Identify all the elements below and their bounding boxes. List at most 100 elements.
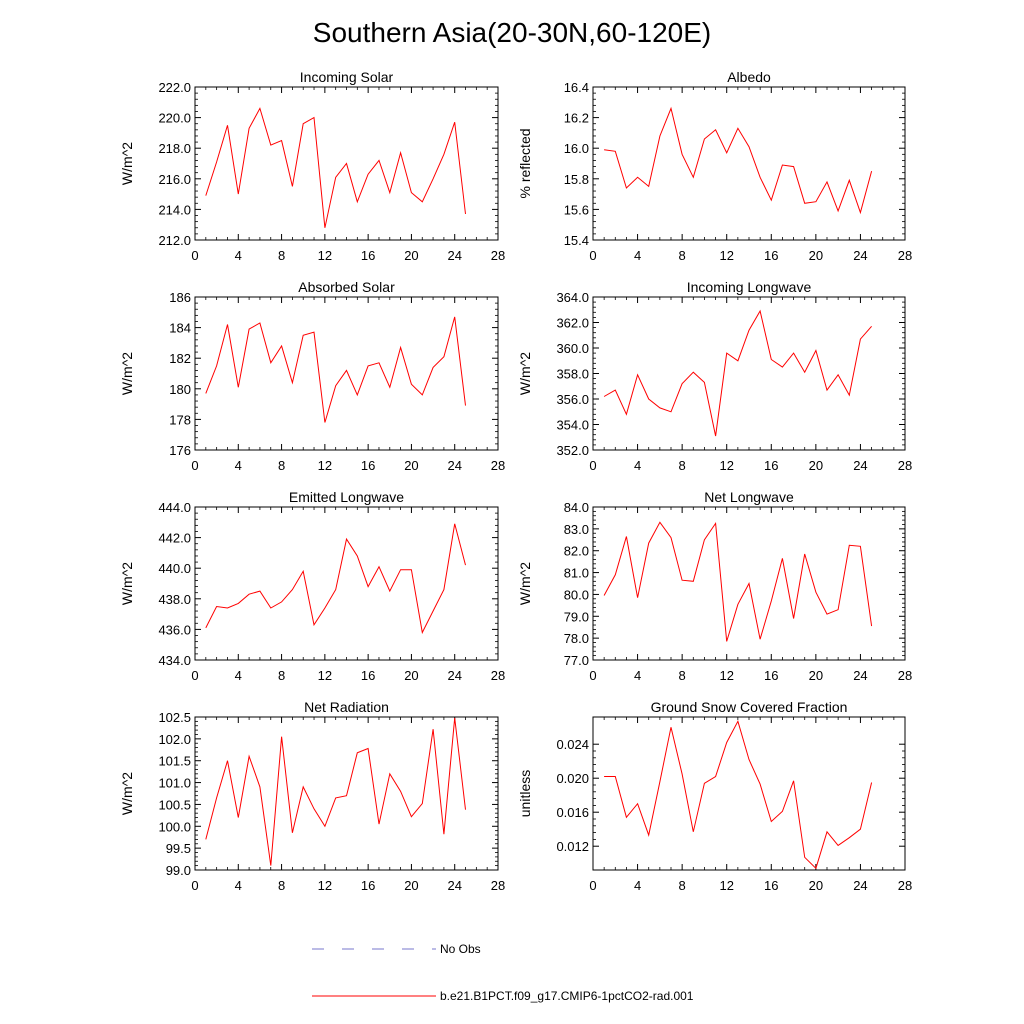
panel-net-longwave: Net Longwave 0 4 8 12 16 20 24 28 77.0 78.0 79.0 80.… — [517, 489, 912, 683]
panel-ground-snow-covered-fraction: Ground Snow Covered Fraction 0 4 8 12 16 20 24 2… — [517, 699, 912, 893]
net-longwave-xtick-label: 28 — [898, 668, 912, 683]
incoming-solar-xtick-label: 0 — [191, 248, 198, 263]
incoming-longwave-ytick-label: 362.0 — [556, 316, 589, 331]
incoming-longwave-xtick-label: 8 — [679, 458, 686, 473]
incoming-solar-xtick-label: 20 — [404, 248, 418, 263]
ground-snow-covered-fraction-ytick-label: 0.012 — [556, 839, 589, 854]
incoming-solar-xtick-label: 28 — [491, 248, 505, 263]
net-radiation-xtick-label: 12 — [318, 878, 332, 893]
incoming-longwave-ytick-label: 356.0 — [556, 392, 589, 407]
net-radiation-ytick-label: 101.5 — [158, 754, 191, 769]
emitted-longwave-xtick-label: 28 — [491, 668, 505, 683]
net-longwave-ytick-label: 82.0 — [564, 544, 589, 559]
ground-snow-covered-fraction-xtick-label: 24 — [853, 878, 867, 893]
albedo-xtick-label: 4 — [634, 248, 641, 263]
net-radiation-title: Net Radiation — [304, 699, 389, 715]
incoming-solar-title: Incoming Solar — [300, 69, 394, 85]
incoming-longwave-ytick-label: 354.0 — [556, 418, 589, 433]
ground-snow-covered-fraction-xtick-label: 0 — [589, 878, 596, 893]
absorbed-solar-ylabel: W/m^2 — [119, 352, 135, 395]
net-radiation-xtick-label: 4 — [235, 878, 242, 893]
emitted-longwave-ytick-label: 436.0 — [158, 622, 191, 637]
absorbed-solar-xtick-label: 4 — [235, 458, 242, 473]
absorbed-solar-xtick-label: 28 — [491, 458, 505, 473]
panel-absorbed-solar: Absorbed Solar 0 4 8 12 16 20 24 28 176 178 180 182 1… — [119, 279, 505, 473]
ground-snow-covered-fraction-ytick-label: 0.020 — [556, 771, 589, 786]
incoming-solar-xtick-label: 12 — [318, 248, 332, 263]
absorbed-solar-ytick-label: 182 — [169, 351, 191, 366]
panel-albedo: Albedo 0 4 8 12 16 20 24 28 15.4 15.6 15.8 16.0 16.2 1… — [517, 69, 912, 263]
incoming-solar-ytick-label: 212.0 — [158, 233, 191, 248]
net-longwave-xtick-label: 12 — [719, 668, 733, 683]
emitted-longwave-ytick-label: 434.0 — [158, 653, 191, 668]
emitted-longwave-xtick-label: 16 — [361, 668, 375, 683]
emitted-longwave-series-line-0 — [205, 523, 466, 635]
emitted-longwave-ytick-label: 438.0 — [158, 592, 191, 607]
emitted-longwave-xtick-label: 4 — [235, 668, 242, 683]
incoming-solar-ytick-label: 220.0 — [158, 111, 191, 126]
net-longwave-series-line-0 — [603, 521, 873, 642]
albedo-series-line-0 — [604, 106, 873, 215]
net-radiation-xtick-label: 24 — [447, 878, 461, 893]
ground-snow-covered-fraction-series-line-0 — [604, 719, 873, 870]
albedo-ytick-label: 16.4 — [564, 80, 589, 95]
net-radiation-series-line-0 — [205, 717, 466, 866]
albedo-xtick-label: 24 — [853, 248, 867, 263]
net-radiation-ytick-label: 99.5 — [166, 841, 191, 856]
net-radiation-ytick-label: 102.0 — [158, 732, 191, 747]
absorbed-solar-ytick-label: 184 — [169, 321, 191, 336]
net-radiation-ytick-label: 99.0 — [166, 863, 191, 878]
emitted-longwave-title: Emitted Longwave — [289, 489, 404, 505]
ground-snow-covered-fraction-xtick-label: 28 — [898, 878, 912, 893]
absorbed-solar-title: Absorbed Solar — [298, 279, 395, 295]
albedo-xtick-label: 12 — [719, 248, 733, 263]
absorbed-solar-series-line-0 — [205, 316, 466, 423]
emitted-longwave-frame — [194, 506, 499, 661]
incoming-longwave-xtick-label: 0 — [589, 458, 596, 473]
absorbed-solar-xtick-label: 24 — [447, 458, 461, 473]
incoming-solar-ytick-label: 218.0 — [158, 141, 191, 156]
ground-snow-covered-fraction-title: Ground Snow Covered Fraction — [651, 699, 848, 715]
emitted-longwave-xtick-label: 0 — [191, 668, 198, 683]
absorbed-solar-ytick-label: 180 — [169, 382, 191, 397]
ground-snow-covered-fraction-xtick-label: 4 — [634, 878, 641, 893]
ground-snow-covered-fraction-xtick-label: 8 — [679, 878, 686, 893]
emitted-longwave-ylabel: W/m^2 — [119, 562, 135, 605]
ground-snow-covered-fraction-xtick-label: 20 — [809, 878, 823, 893]
incoming-solar-series-line-0 — [205, 107, 466, 228]
absorbed-solar-ytick-label: 176 — [169, 443, 191, 458]
ground-snow-covered-fraction-ylabel: unitless — [517, 770, 533, 817]
legend-label-model-run: b.e21.B1PCT.f09_g17.CMIP6-1pctCO2-rad.00… — [440, 989, 694, 1003]
panels: Incoming Solar 0 4 8 12 16 20 24 28 212.0 214.0 216… — [119, 69, 912, 893]
net-longwave-ytick-label: 81.0 — [564, 566, 589, 581]
emitted-longwave-xtick-label: 8 — [278, 668, 285, 683]
net-longwave-title: Net Longwave — [704, 489, 794, 505]
albedo-ytick-label: 15.6 — [564, 202, 589, 217]
incoming-longwave-xtick-label: 12 — [719, 458, 733, 473]
incoming-solar-ytick-label: 214.0 — [158, 202, 191, 217]
incoming-longwave-xtick-label: 24 — [853, 458, 867, 473]
incoming-longwave-xtick-label: 16 — [764, 458, 778, 473]
net-radiation-ytick-label: 100.5 — [158, 797, 191, 812]
albedo-xtick-label: 8 — [679, 248, 686, 263]
absorbed-solar-xtick-label: 20 — [404, 458, 418, 473]
net-longwave-xtick-label: 20 — [809, 668, 823, 683]
legend-label-no-obs: No Obs — [440, 942, 481, 956]
albedo-xtick-label: 16 — [764, 248, 778, 263]
absorbed-solar-xtick-label: 16 — [361, 458, 375, 473]
incoming-longwave-xtick-label: 28 — [898, 458, 912, 473]
net-longwave-ytick-label: 83.0 — [564, 522, 589, 537]
incoming-solar-xtick-label: 24 — [447, 248, 461, 263]
emitted-longwave-xtick-label: 12 — [318, 668, 332, 683]
albedo-frame — [592, 86, 906, 241]
ground-snow-covered-fraction-ytick-label: 0.024 — [556, 737, 589, 752]
incoming-longwave-title: Incoming Longwave — [687, 279, 812, 295]
incoming-longwave-frame — [592, 296, 906, 451]
figure-title: Southern Asia(20-30N,60-120E) — [313, 17, 711, 48]
emitted-longwave-ytick-label: 442.0 — [158, 531, 191, 546]
albedo-title: Albedo — [727, 69, 771, 85]
incoming-solar-ytick-label: 222.0 — [158, 80, 191, 95]
albedo-xtick-label: 28 — [898, 248, 912, 263]
ground-snow-covered-fraction-ytick-label: 0.016 — [556, 805, 589, 820]
net-longwave-ytick-label: 77.0 — [564, 653, 589, 668]
